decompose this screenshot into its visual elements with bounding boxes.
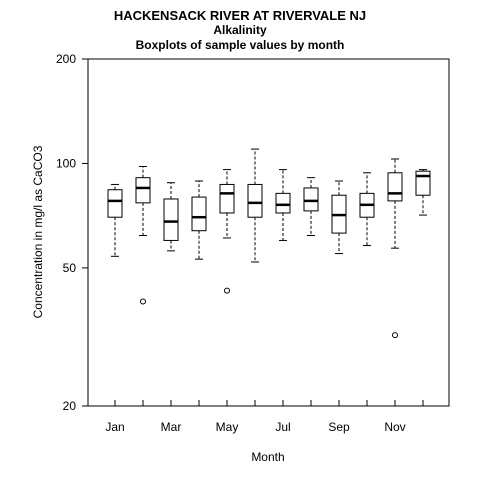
chart-subtitle: Alkalinity xyxy=(213,23,267,37)
box-jan xyxy=(107,183,123,257)
chart-subtitle-2: Boxplots of sample values by month xyxy=(135,38,345,52)
box-iqr xyxy=(135,177,151,204)
box-jul xyxy=(275,169,291,241)
box-apr xyxy=(191,180,207,260)
box-may xyxy=(219,169,235,294)
y-axis: 20 50 100 200 xyxy=(56,52,88,413)
x-tick-label: May xyxy=(216,420,239,434)
box-oct xyxy=(359,172,375,247)
box-mar xyxy=(163,182,179,252)
outlier-point xyxy=(224,287,230,294)
box-nov xyxy=(387,158,403,339)
y-tick-label: 50 xyxy=(63,261,77,275)
box-iqr xyxy=(107,189,123,218)
x-tick-label: Mar xyxy=(161,420,182,434)
y-tick-label: 200 xyxy=(56,52,76,66)
outlier-point xyxy=(392,332,398,339)
x-axis: Jan Mar May Jul Sep Nov xyxy=(105,400,424,434)
box-iqr xyxy=(247,183,263,218)
x-axis-label: Month xyxy=(251,450,284,464)
box-sep xyxy=(331,180,347,255)
chart-title: HACKENSACK RIVER AT RIVERVALE NJ xyxy=(113,8,367,23)
x-tick-label: Jan xyxy=(105,420,124,434)
y-axis-label: Concentration in mg/l as CaCO3 xyxy=(31,145,45,318)
x-tick-label: Sep xyxy=(328,420,350,434)
box-iqr xyxy=(191,196,207,232)
y-tick-label: 100 xyxy=(56,156,76,170)
box-feb xyxy=(135,166,151,305)
box-iqr xyxy=(163,198,179,241)
box-iqr xyxy=(387,172,403,202)
boxplot-series xyxy=(107,148,431,339)
outlier-point xyxy=(140,298,146,305)
plot-frame xyxy=(87,58,450,407)
x-tick-label: Jul xyxy=(275,420,290,434)
box-dec xyxy=(415,169,431,216)
box-iqr xyxy=(275,192,291,214)
y-tick-label: 20 xyxy=(63,399,77,413)
box-iqr xyxy=(303,187,319,212)
x-tick-label: Nov xyxy=(384,420,405,434)
box-aug xyxy=(303,177,319,236)
box-jun xyxy=(247,148,263,263)
box-iqr xyxy=(219,183,235,214)
